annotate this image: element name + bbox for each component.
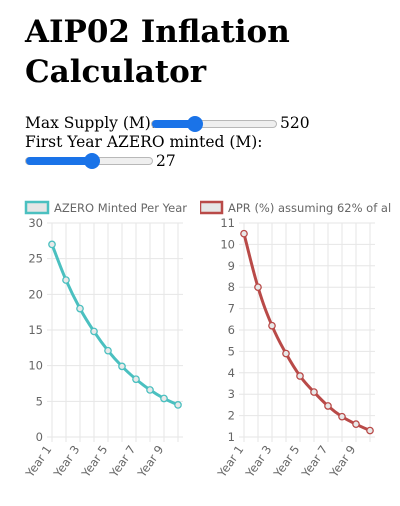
max-supply-value: 520 xyxy=(280,114,310,132)
y-tick-label: 10 xyxy=(220,237,235,251)
data-point xyxy=(160,394,168,403)
first-year-slider[interactable] xyxy=(25,153,153,169)
data-point xyxy=(338,412,346,421)
series-line xyxy=(242,233,371,432)
max-supply-slider-thumb[interactable] xyxy=(187,116,204,132)
data-point xyxy=(174,401,182,409)
x-tick-label: Year 1 xyxy=(214,443,246,481)
data-point xyxy=(132,375,140,384)
legend-swatch xyxy=(200,200,224,215)
x-tick-label: Year 7 xyxy=(298,443,330,481)
data-point xyxy=(240,229,248,238)
first-year-slider-fill xyxy=(26,157,92,165)
x-tick-label: Year 9 xyxy=(326,443,358,481)
data-point xyxy=(324,402,332,410)
y-tick-label: 2 xyxy=(228,409,235,423)
x-tick-label: Year 3 xyxy=(242,443,274,481)
x-tick-label: Year 9 xyxy=(134,443,166,481)
data-point xyxy=(48,240,56,249)
data-point xyxy=(104,346,112,355)
y-tick-label: 9 xyxy=(228,259,235,273)
x-tick-label: Year 5 xyxy=(270,443,302,481)
legend-swatch xyxy=(24,200,50,215)
y-tick-label: 5 xyxy=(228,344,235,358)
data-point xyxy=(366,426,374,435)
data-point xyxy=(62,276,70,284)
y-tick-label: 30 xyxy=(28,216,43,230)
data-point xyxy=(352,420,360,429)
y-tick-label: 3 xyxy=(228,387,235,401)
y-tick-label: 1 xyxy=(228,430,235,444)
data-point xyxy=(310,388,318,396)
data-point xyxy=(90,327,98,336)
data-point xyxy=(146,386,154,394)
y-tick-label: 5 xyxy=(36,394,43,408)
legend-label: APR (%) assuming 62% of al xyxy=(228,201,391,215)
max-supply-control: Max Supply (M): 520 xyxy=(25,114,395,136)
y-tick-label: 20 xyxy=(28,287,43,301)
x-tick-label: Year 1 xyxy=(22,443,54,481)
y-tick-label: 6 xyxy=(228,323,235,337)
apr-chart: APR (%) assuming 62% of al 1 2 3 4 5 6 7 8 9 10 11 Y… xyxy=(200,200,391,481)
max-supply-label: Max Supply (M): xyxy=(25,114,157,132)
data-point xyxy=(254,283,262,292)
data-point xyxy=(296,372,304,380)
first-year-label: First Year AZERO minted (M): xyxy=(25,133,263,151)
page-title: AIP02 Inflation Calculator xyxy=(25,14,290,90)
data-point xyxy=(282,349,290,358)
y-tick-label: 8 xyxy=(228,280,235,294)
max-supply-slider[interactable] xyxy=(151,116,277,132)
y-tick-label: 4 xyxy=(228,366,235,380)
data-point xyxy=(118,362,126,371)
x-tick-label: Year 3 xyxy=(50,443,82,481)
first-year-value: 27 xyxy=(156,152,176,170)
first-year-control: First Year AZERO minted (M): 27 xyxy=(25,133,395,177)
y-tick-label: 15 xyxy=(28,323,43,337)
y-tick-label: 0 xyxy=(36,430,43,444)
max-supply-slider-fill xyxy=(152,120,196,128)
y-tick-label: 11 xyxy=(220,216,235,230)
y-tick-label: 10 xyxy=(28,359,43,373)
x-tick-label: Year 7 xyxy=(106,443,138,481)
data-point xyxy=(268,321,276,330)
y-tick-label: 7 xyxy=(228,302,235,316)
y-tick-label: 25 xyxy=(28,252,43,266)
data-point xyxy=(76,304,84,313)
series-line xyxy=(50,243,179,407)
first-year-slider-thumb[interactable] xyxy=(83,153,100,169)
legend-label: AZERO Minted Per Year xyxy=(54,201,187,215)
x-tick-label: Year 5 xyxy=(78,443,110,481)
